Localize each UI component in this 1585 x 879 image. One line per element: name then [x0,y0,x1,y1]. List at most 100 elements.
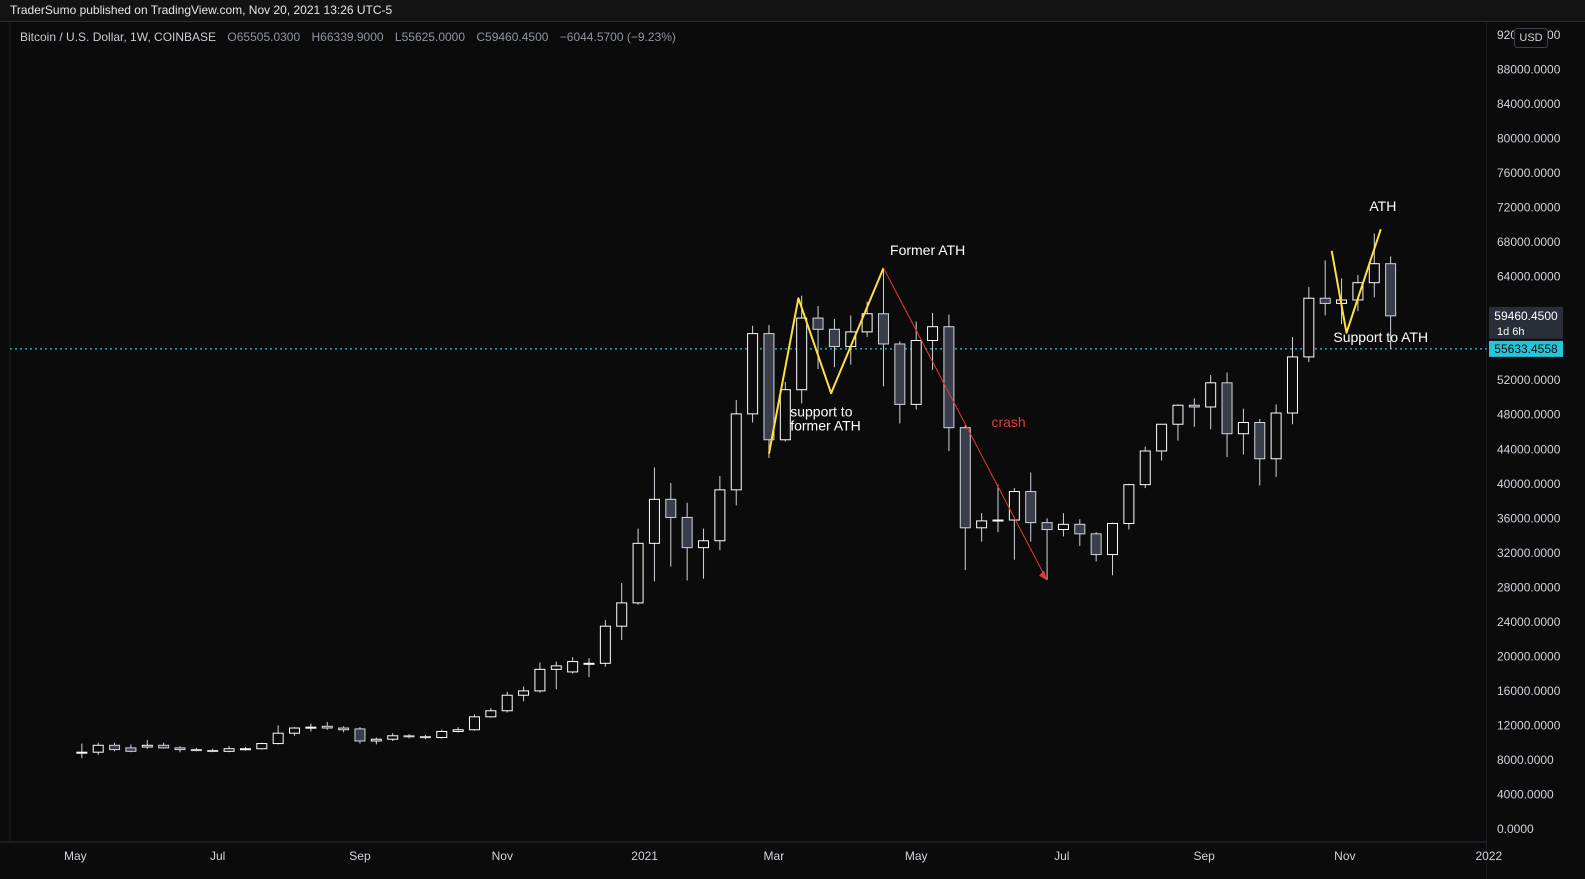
candle[interactable] [616,583,628,640]
candle[interactable] [747,325,759,423]
candle[interactable] [583,658,595,678]
candle-body-up [714,489,726,542]
candle[interactable] [698,528,710,579]
crash-line[interactable] [883,267,1048,581]
candle[interactable] [419,734,431,740]
candle[interactable] [927,312,939,370]
candle[interactable] [125,744,137,753]
candle[interactable] [1188,398,1200,427]
candle[interactable] [501,691,513,713]
candle[interactable] [305,723,317,732]
candle[interactable] [959,425,971,571]
candle[interactable] [452,727,464,733]
price-axis-background[interactable] [1487,22,1585,879]
candle[interactable] [1041,518,1053,580]
annotation-text[interactable]: support to [790,403,852,419]
candle[interactable] [485,708,497,718]
candle[interactable] [828,318,840,368]
candle[interactable] [321,721,333,730]
candle[interactable] [730,400,742,506]
candle[interactable] [76,743,88,759]
candle[interactable] [894,341,906,424]
zigzag-ath[interactable] [1330,228,1382,334]
candle[interactable] [648,467,660,582]
candle-body-up [92,744,104,753]
currency-button[interactable]: USD [1514,28,1548,48]
level-price-tag[interactable] [1489,340,1563,357]
candle[interactable] [158,742,170,749]
candle[interactable] [272,725,284,745]
candle[interactable] [207,748,219,753]
candle[interactable] [354,727,366,744]
candle[interactable] [1270,404,1282,477]
candle[interactable] [1057,513,1069,537]
candle[interactable] [599,620,611,667]
candle[interactable] [338,726,350,733]
candle[interactable] [468,714,480,731]
candle[interactable] [518,686,530,702]
candle[interactable] [92,742,104,755]
candle[interactable] [812,305,824,369]
candle[interactable] [387,733,399,741]
candle[interactable] [763,324,775,458]
candle[interactable] [1008,488,1020,560]
candle[interactable] [239,747,251,751]
annotation-text[interactable]: crash [991,414,1025,430]
candle[interactable] [976,513,988,542]
candle[interactable] [370,737,382,745]
candle[interactable] [289,727,301,736]
candle-body-up [1205,382,1217,408]
candle[interactable] [943,314,955,451]
annotation-text[interactable]: Former ATH [890,242,965,258]
candle[interactable] [1385,256,1397,349]
candle[interactable] [567,657,579,674]
candle[interactable] [436,729,448,739]
candle[interactable] [1368,233,1380,298]
last-price-tag[interactable] [1489,306,1563,339]
candle[interactable] [174,746,186,753]
time-tick-label: Sep [1193,849,1215,863]
high-value: 66339.9000 [320,30,384,44]
candle-body-up [468,716,480,731]
candle[interactable] [681,502,693,581]
candle[interactable] [779,381,791,442]
candle[interactable] [1319,260,1331,316]
candle[interactable] [550,661,562,690]
annotation-text[interactable]: ATH [1369,198,1396,214]
candle[interactable] [1205,375,1217,430]
candle[interactable] [1123,483,1135,530]
candle[interactable] [1107,522,1119,576]
candle[interactable] [714,476,726,551]
annotation-text[interactable]: former ATH [790,417,861,433]
candle[interactable] [141,740,153,749]
candle[interactable] [109,742,121,752]
candle[interactable] [1221,372,1233,458]
candle[interactable] [1025,472,1037,542]
candle[interactable] [1237,408,1249,455]
candle[interactable] [632,528,644,605]
candle[interactable] [1090,532,1102,562]
candle[interactable] [1303,287,1315,363]
candle-body-up [1156,423,1168,452]
zigzag-former-ath[interactable] [768,267,885,454]
candle[interactable] [256,742,268,750]
candle[interactable] [1074,519,1086,546]
candle[interactable] [992,484,1004,533]
candle[interactable] [1254,419,1266,486]
candle[interactable] [223,746,235,753]
candle[interactable] [796,295,808,404]
annotation-text[interactable]: Support to ATH [1333,329,1428,345]
candle[interactable] [877,268,889,387]
candle[interactable] [1156,423,1168,461]
candle[interactable] [190,747,202,752]
candle[interactable] [665,482,677,567]
candle[interactable] [1139,446,1151,489]
candle[interactable] [1286,337,1298,425]
candle[interactable] [534,662,546,693]
candle[interactable] [1172,404,1184,441]
candle[interactable] [403,734,415,739]
candle-body-up [992,519,1004,522]
candle[interactable] [910,321,922,410]
price-tick-label: 4000.0000 [1497,787,1554,801]
